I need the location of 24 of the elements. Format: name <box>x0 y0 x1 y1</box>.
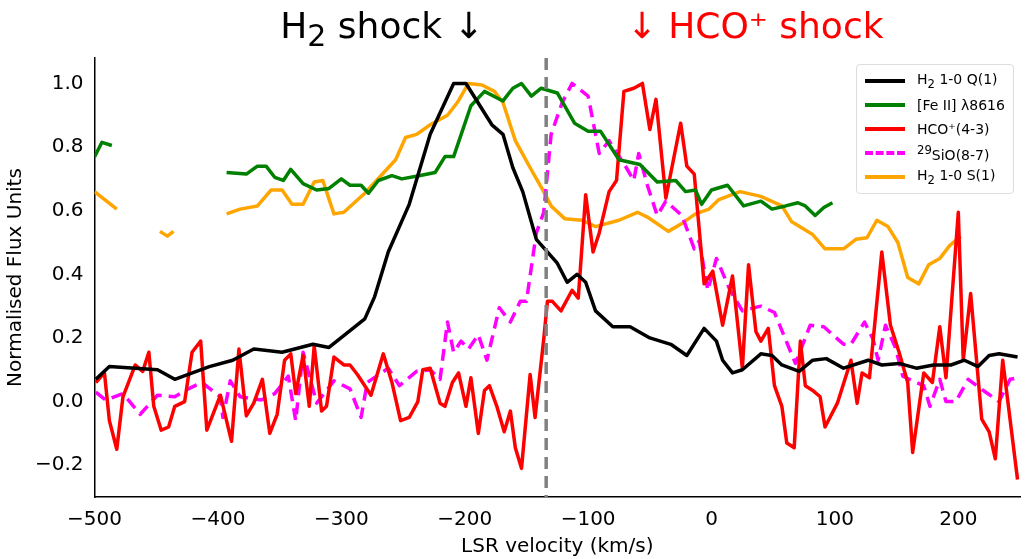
y-tick-label: 0.2 <box>51 324 84 349</box>
legend-label: $^{29}$SiO(8-7) <box>917 143 990 163</box>
x-tick-label: 200 <box>939 506 978 531</box>
x-tick-label: 100 <box>815 506 855 531</box>
legend-label: [Fe II] λ8616 <box>917 97 1005 113</box>
y-tick-label: 0.0 <box>51 387 84 412</box>
y-tick-label: 0.4 <box>51 260 84 285</box>
text: ↓ HCO⁺ shock <box>626 5 884 46</box>
y-tick-label: 0.6 <box>51 196 84 221</box>
x-tick-label: 0 <box>705 506 718 531</box>
x-tick-label: −100 <box>560 506 616 531</box>
x-tick-label: −200 <box>437 506 493 531</box>
y-tick-label: 1.0 <box>51 69 84 94</box>
x-tick-label: −500 <box>67 506 123 531</box>
x-axis-title: LSR velocity (km/s) <box>461 533 654 558</box>
legend-label: H$_{2}$ 1-0 Q(1) <box>917 71 998 91</box>
text: H$_{2}$ shock ↓ <box>280 5 484 54</box>
x-tick-label: −400 <box>190 506 246 531</box>
y-tick-label: −0.2 <box>34 451 84 476</box>
y-axis-title: Normalised Flux Units <box>2 168 27 387</box>
legend-label: HCO⁺(4-3) <box>917 121 990 137</box>
x-tick-label: −300 <box>313 506 369 531</box>
y-tick-label: 0.8 <box>51 133 84 158</box>
legend-label: H$_{2}$ 1-0 S(1) <box>917 167 996 187</box>
